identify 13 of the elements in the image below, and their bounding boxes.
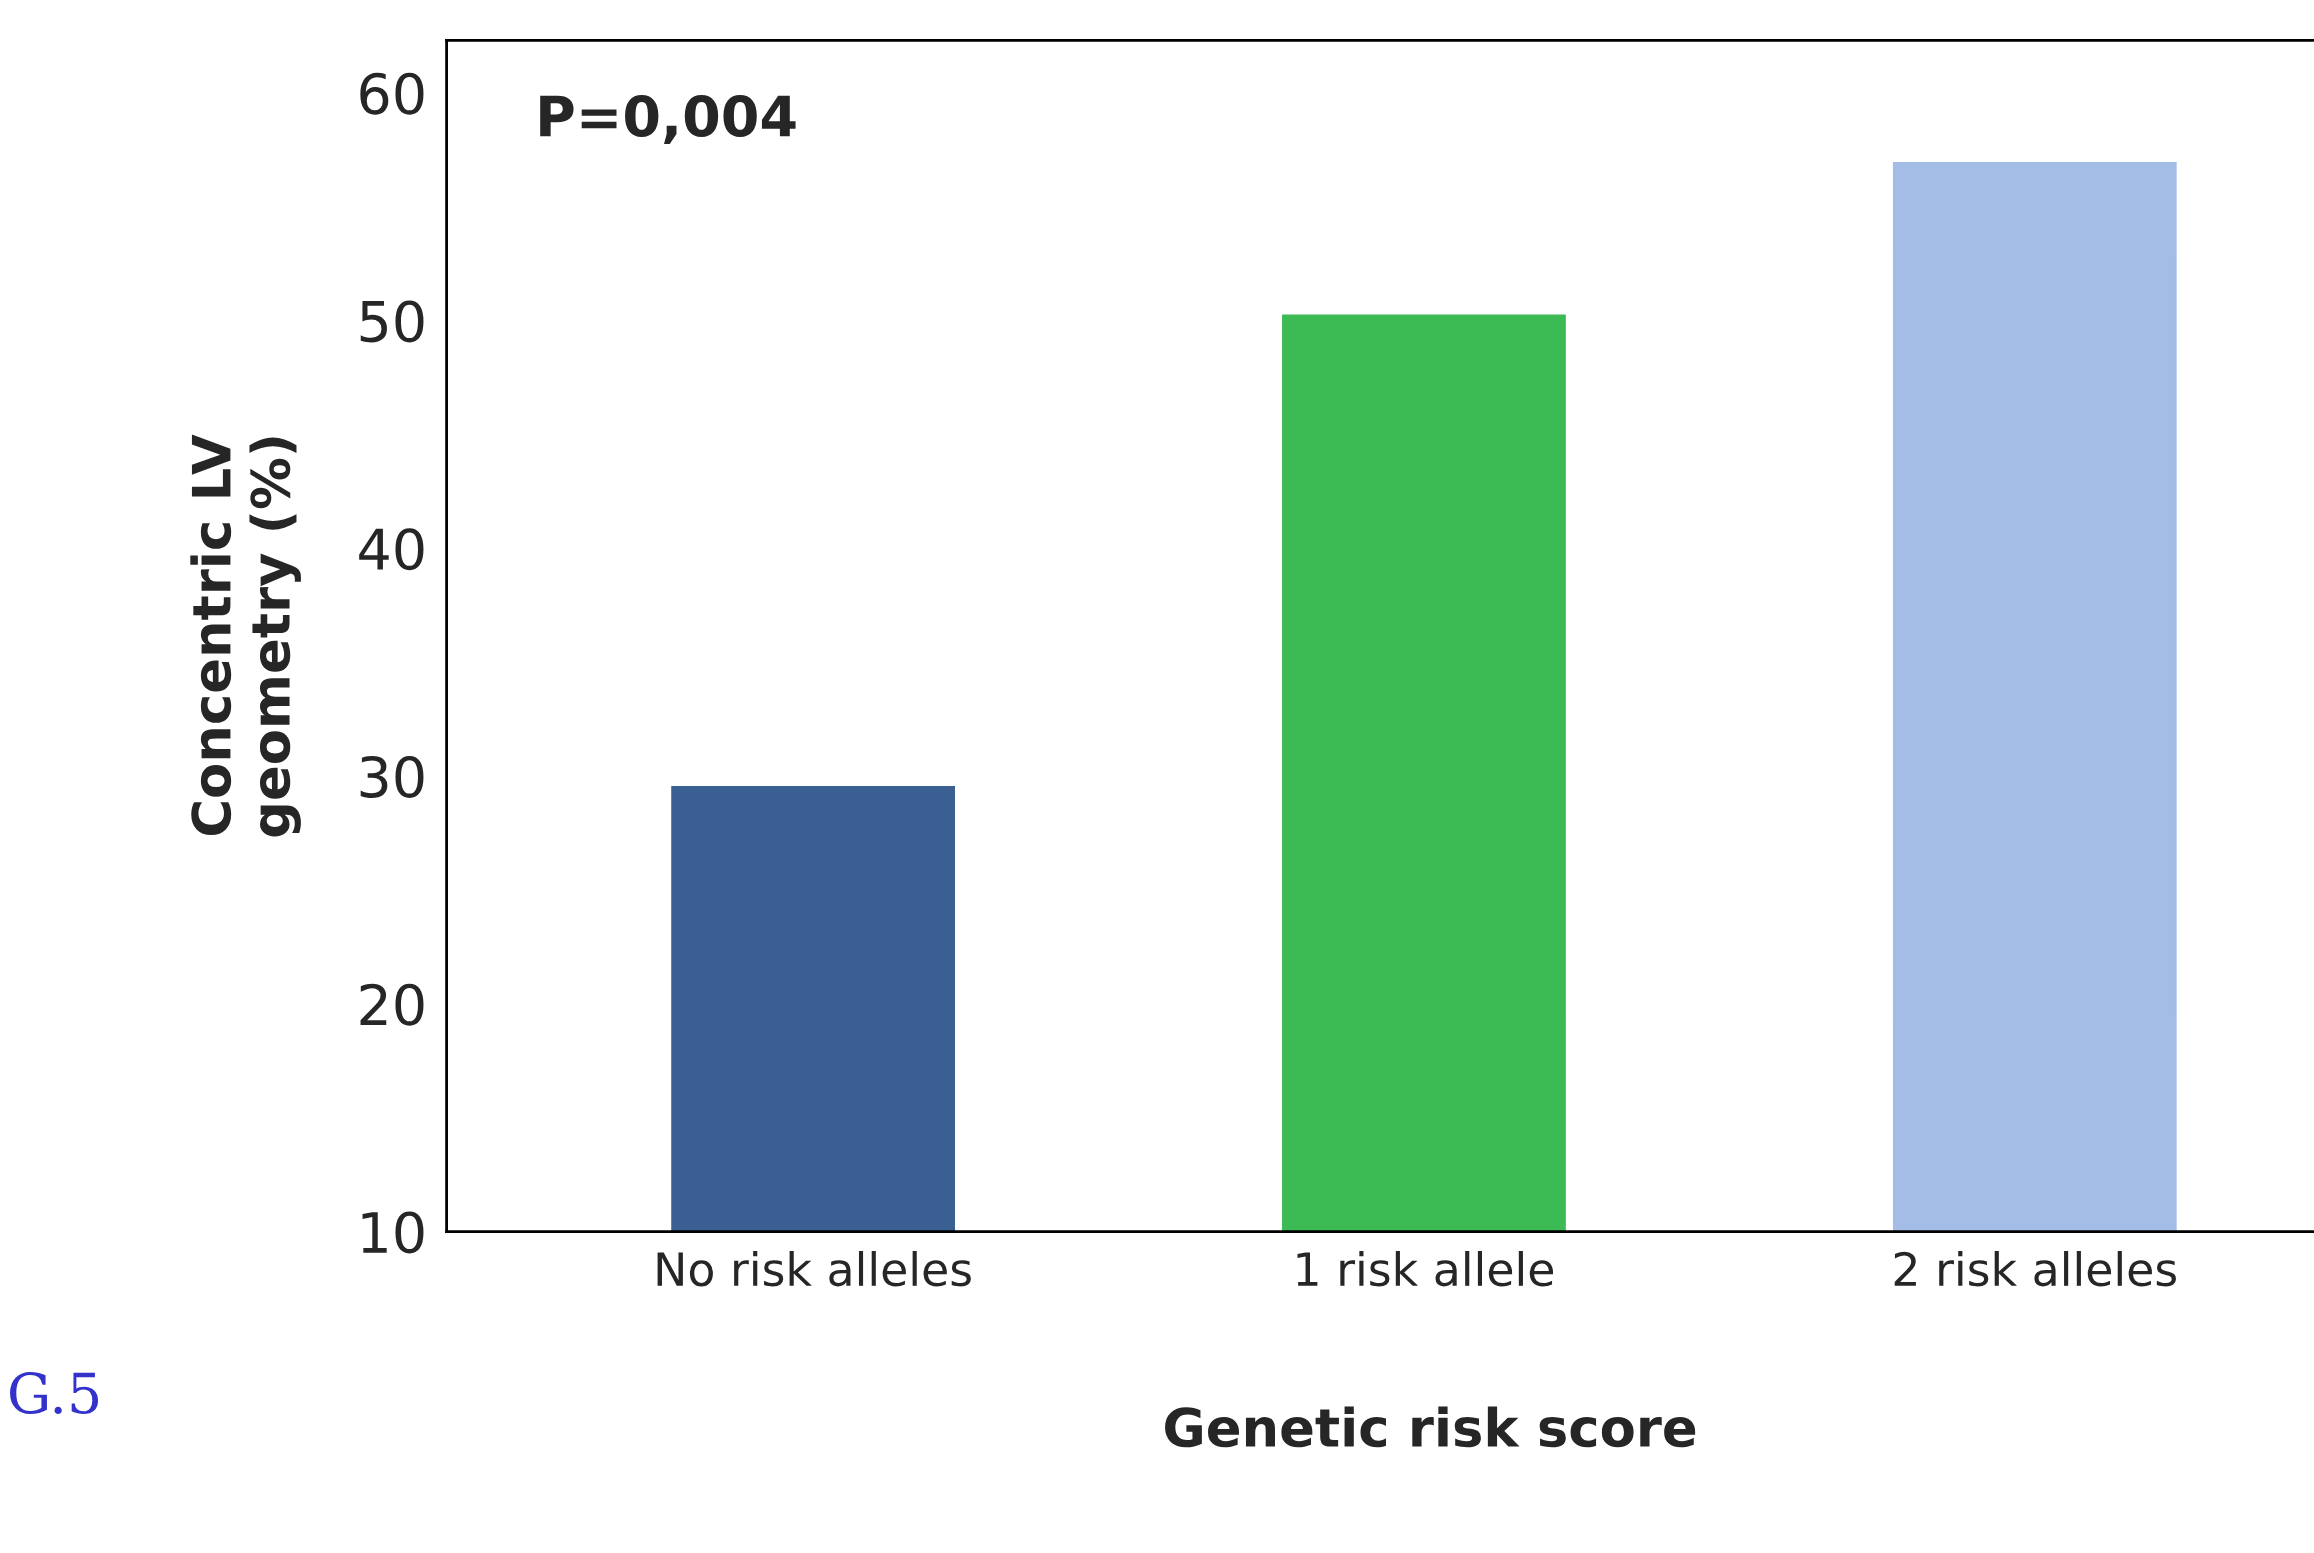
y-tick-label: 50: [360, 300, 424, 343]
y-tick-label: 10: [362, 1211, 424, 1254]
y-tick-label: 40: [359, 528, 424, 571]
annotation: P=0,004: [540, 94, 796, 145]
text: G.5: [10, 1372, 99, 1415]
x-tick-label: 1 risk allele: [1297, 1250, 1553, 1287]
x-tick-label: 2 risk alleles: [1894, 1250, 2176, 1287]
y-tick-label: 60: [360, 72, 424, 115]
x-axis-title: Genetic risk score: [1165, 1406, 1696, 1448]
y-tick-label: 30: [360, 755, 424, 798]
y-axis-title: Concentric LV geometry (%): [190, 434, 301, 837]
y-tick-label: 20: [360, 983, 424, 1026]
x-tick-label: No risk alleles: [657, 1250, 971, 1287]
